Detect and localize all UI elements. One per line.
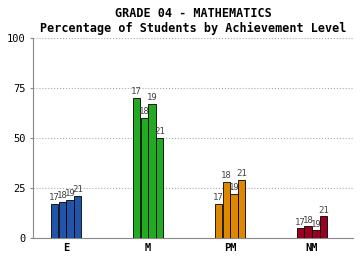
Bar [156,138,163,238]
Text: 19: 19 [229,184,239,192]
Text: 17: 17 [295,218,306,226]
Text: 18: 18 [221,171,231,180]
Text: 21: 21 [154,127,165,136]
Bar [222,182,230,238]
Bar [148,104,156,238]
Text: 21: 21 [72,185,83,194]
Text: 19: 19 [147,93,157,102]
Text: 21: 21 [237,170,247,178]
Text: 18: 18 [139,107,150,116]
Text: 18: 18 [57,191,68,200]
Text: 18: 18 [303,216,314,225]
Bar [238,180,246,238]
Bar [320,216,328,238]
Text: 17: 17 [213,193,224,203]
Text: 17: 17 [49,193,60,203]
Text: 17: 17 [131,87,142,96]
Bar [59,202,66,238]
Bar [74,196,81,238]
Text: 19: 19 [311,219,321,229]
Bar [66,200,74,238]
Text: 21: 21 [318,205,329,214]
Bar [140,118,148,238]
Bar [297,228,304,238]
Bar [305,226,312,238]
Text: 19: 19 [65,190,75,198]
Bar [133,98,140,238]
Bar [312,230,320,238]
Bar [215,204,222,238]
Bar [230,194,238,238]
Title: GRADE 04 - MATHEMATICS
Percentage of Students by Achievement Level: GRADE 04 - MATHEMATICS Percentage of Stu… [40,7,346,35]
Bar [51,204,58,238]
